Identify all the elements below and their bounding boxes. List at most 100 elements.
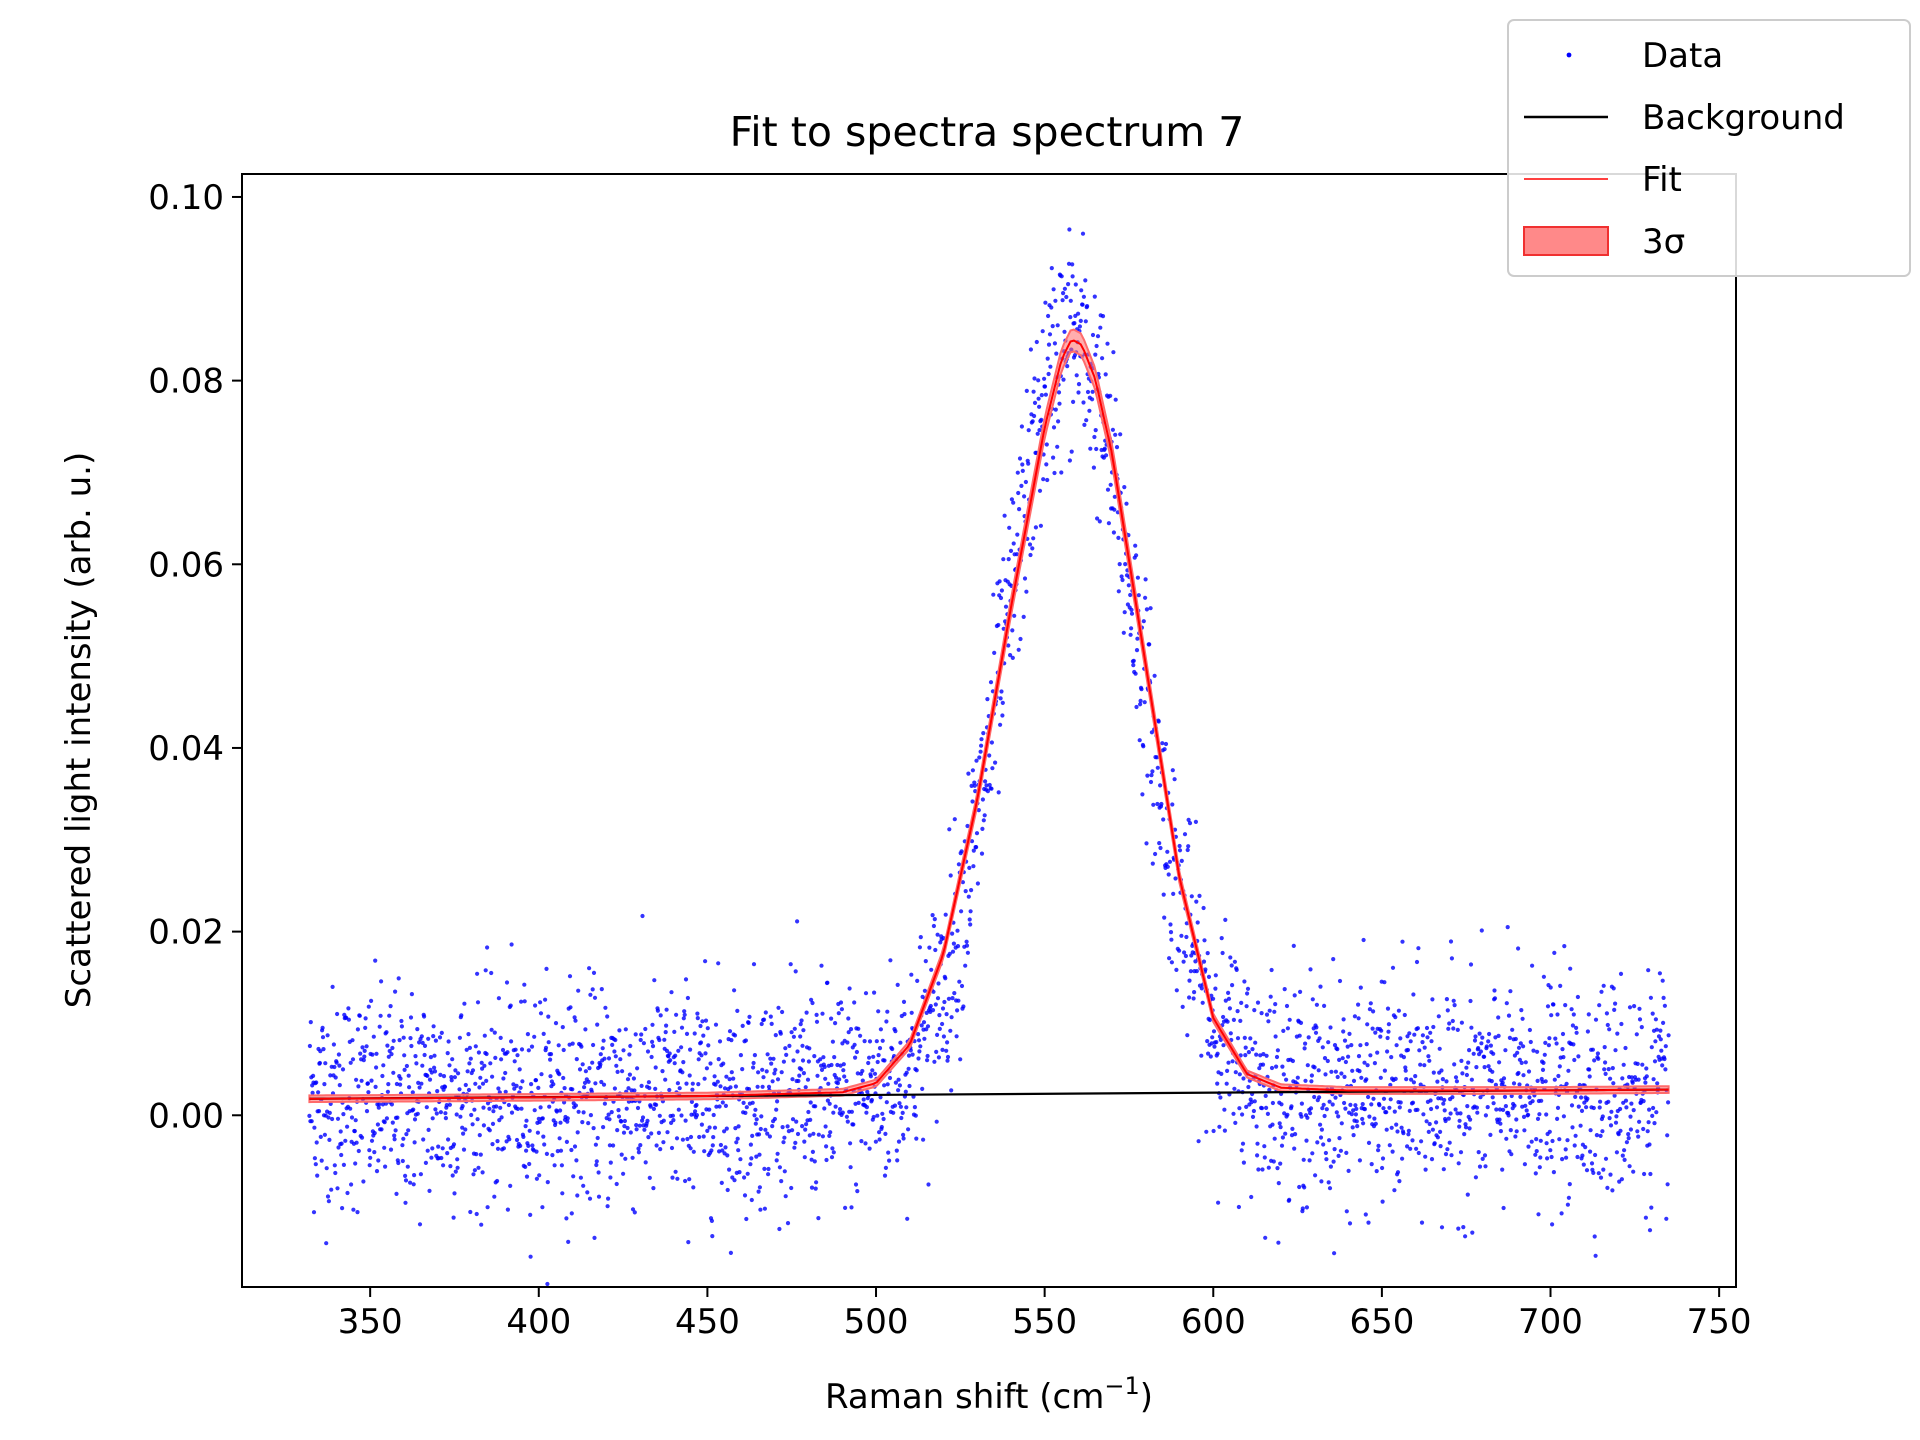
data-point bbox=[891, 1110, 896, 1115]
data-point bbox=[1480, 1156, 1485, 1161]
data-point bbox=[438, 1110, 443, 1115]
data-point bbox=[1297, 1033, 1302, 1038]
data-point bbox=[814, 1019, 820, 1024]
data-point bbox=[926, 1182, 931, 1187]
data-point bbox=[900, 1110, 905, 1115]
data-point bbox=[402, 1067, 407, 1072]
data-point bbox=[1030, 419, 1035, 424]
data-point bbox=[1526, 1144, 1531, 1149]
data-point bbox=[1027, 542, 1033, 547]
data-point bbox=[1314, 1002, 1319, 1007]
data-point bbox=[723, 1145, 728, 1150]
data-point bbox=[534, 1176, 540, 1181]
data-point bbox=[1550, 1222, 1555, 1227]
data-point bbox=[1381, 1106, 1386, 1111]
data-point bbox=[1031, 389, 1036, 394]
data-point bbox=[637, 1123, 642, 1128]
data-point bbox=[389, 1102, 394, 1107]
data-point bbox=[601, 1125, 606, 1130]
data-point bbox=[1332, 1251, 1337, 1256]
data-point bbox=[747, 1014, 752, 1020]
data-point bbox=[1458, 1111, 1463, 1116]
data-point bbox=[1076, 382, 1082, 387]
data-point bbox=[852, 1000, 857, 1005]
data-point bbox=[1351, 1133, 1356, 1138]
data-point bbox=[1410, 1138, 1415, 1143]
data-point bbox=[324, 1166, 329, 1171]
data-point bbox=[1326, 1180, 1331, 1185]
data-point bbox=[1269, 967, 1274, 973]
data-point bbox=[1323, 1072, 1328, 1077]
data-point bbox=[1627, 1164, 1632, 1169]
data-point bbox=[815, 1073, 820, 1078]
data-point bbox=[887, 1075, 893, 1081]
data-point bbox=[354, 1077, 359, 1082]
data-point bbox=[1292, 1146, 1297, 1151]
data-point bbox=[737, 1170, 742, 1175]
data-point bbox=[1312, 1094, 1317, 1100]
data-point bbox=[951, 941, 957, 946]
data-point bbox=[619, 1152, 624, 1157]
data-point bbox=[653, 1086, 658, 1091]
data-point bbox=[411, 1182, 416, 1187]
data-point bbox=[1312, 1065, 1317, 1070]
data-point bbox=[1522, 1128, 1527, 1133]
data-point bbox=[1534, 1137, 1539, 1142]
data-point bbox=[692, 1031, 697, 1036]
data-point bbox=[688, 1047, 693, 1052]
data-point bbox=[374, 1065, 379, 1070]
data-point bbox=[1403, 1065, 1408, 1070]
data-point bbox=[1573, 1094, 1578, 1099]
data-point bbox=[713, 1022, 719, 1027]
data-point bbox=[724, 1074, 729, 1079]
data-point bbox=[882, 1083, 887, 1088]
data-point bbox=[1422, 1063, 1427, 1068]
data-point bbox=[1551, 1170, 1556, 1175]
data-point bbox=[470, 1068, 476, 1073]
data-point bbox=[816, 1132, 821, 1137]
data-point bbox=[1080, 302, 1085, 307]
data-point bbox=[773, 1067, 778, 1072]
data-point bbox=[914, 1136, 919, 1141]
data-point bbox=[807, 1046, 812, 1051]
data-point bbox=[819, 1067, 825, 1072]
data-point bbox=[1330, 1102, 1335, 1107]
data-point bbox=[1141, 619, 1146, 624]
data-point bbox=[1193, 819, 1198, 825]
data-point bbox=[1390, 965, 1396, 970]
legend-item: 3σ bbox=[1523, 222, 1685, 262]
data-point bbox=[1223, 917, 1228, 923]
data-point bbox=[923, 959, 928, 964]
data-point bbox=[425, 1073, 430, 1078]
data-point bbox=[360, 1045, 365, 1050]
data-point bbox=[1369, 1102, 1374, 1107]
data-point bbox=[341, 1112, 346, 1117]
data-point bbox=[1470, 1230, 1475, 1235]
data-point bbox=[591, 1042, 596, 1048]
data-point bbox=[1034, 339, 1039, 345]
data-point bbox=[965, 823, 970, 829]
data-point bbox=[445, 1051, 450, 1056]
data-point bbox=[1388, 1082, 1393, 1088]
data-point bbox=[1645, 1129, 1650, 1134]
data-point bbox=[1623, 1098, 1629, 1103]
data-point bbox=[468, 1209, 473, 1215]
data-point bbox=[1549, 1013, 1554, 1018]
data-point bbox=[782, 1135, 787, 1140]
data-point bbox=[420, 1040, 425, 1045]
data-point bbox=[662, 1037, 667, 1042]
data-point bbox=[369, 1078, 374, 1083]
data-point bbox=[1537, 1165, 1542, 1170]
data-point bbox=[1042, 384, 1048, 389]
data-point bbox=[1557, 1137, 1562, 1142]
data-point bbox=[1162, 915, 1167, 920]
data-point bbox=[529, 1082, 534, 1087]
data-point bbox=[1600, 1114, 1605, 1119]
data-point bbox=[932, 1059, 937, 1064]
data-point bbox=[1228, 955, 1233, 960]
data-point bbox=[435, 1089, 440, 1094]
data-point bbox=[707, 1125, 712, 1130]
data-point bbox=[1279, 1143, 1285, 1148]
data-point bbox=[935, 1032, 940, 1037]
data-point bbox=[1165, 849, 1170, 854]
